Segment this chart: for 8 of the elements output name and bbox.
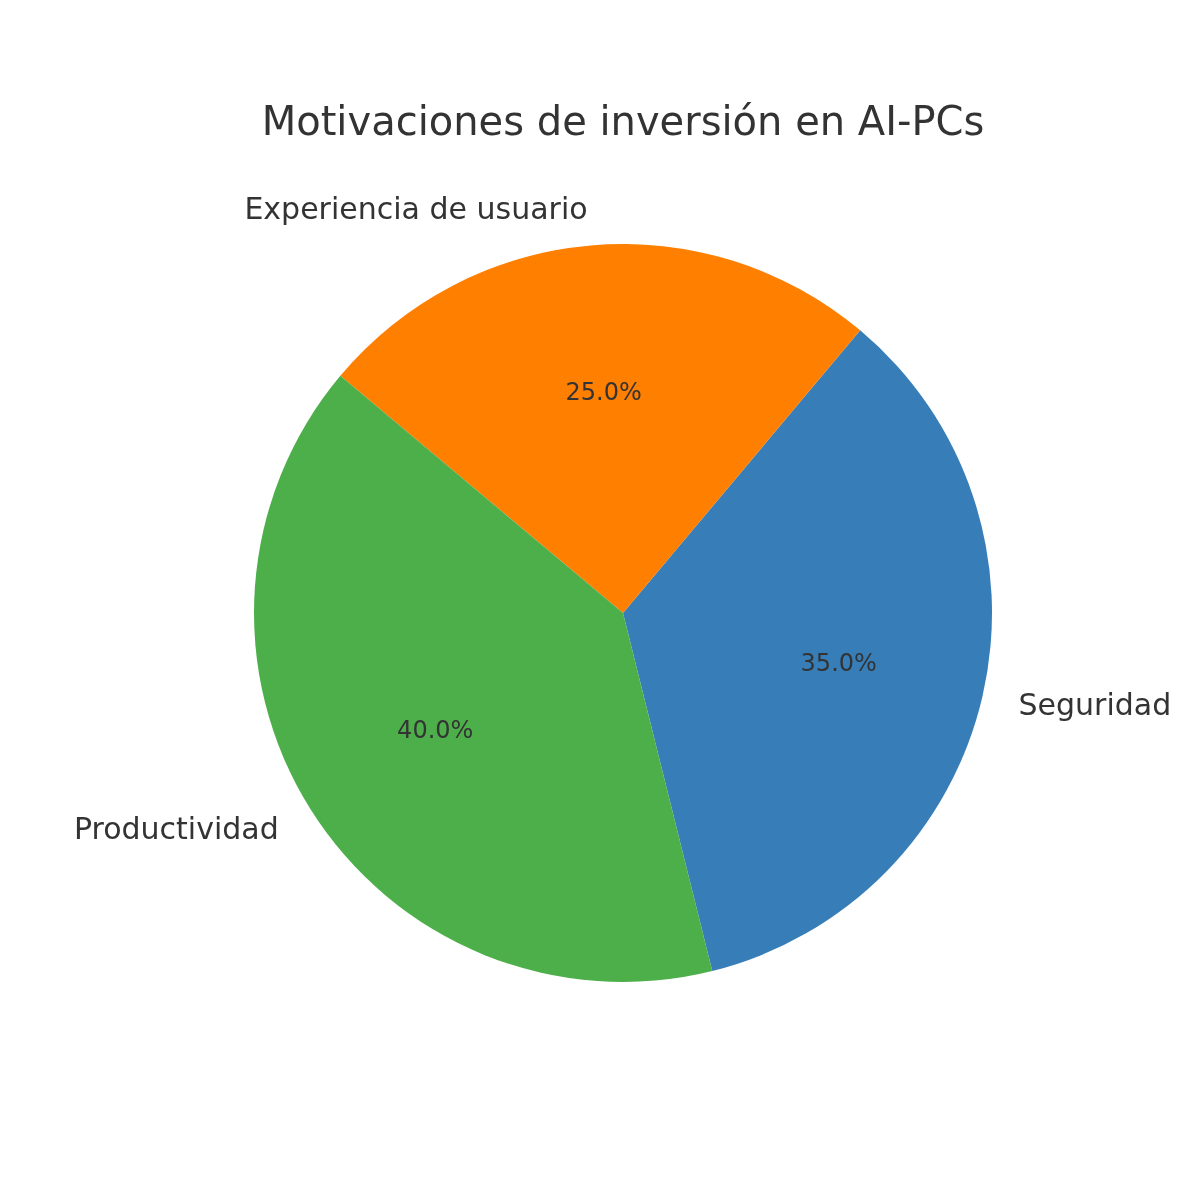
slice-label: Seguridad bbox=[1018, 686, 1172, 722]
slice-label: Experiencia de usuario bbox=[244, 191, 588, 227]
slice-label: Productividad bbox=[73, 810, 279, 846]
pie-slice bbox=[340, 244, 861, 613]
data-label: 35.0% bbox=[800, 648, 877, 677]
data-label: 40.0% bbox=[397, 716, 474, 745]
chart-title: Motivaciones de inversión en AI-PCs bbox=[261, 98, 985, 144]
data-label: 25.0% bbox=[565, 378, 642, 407]
